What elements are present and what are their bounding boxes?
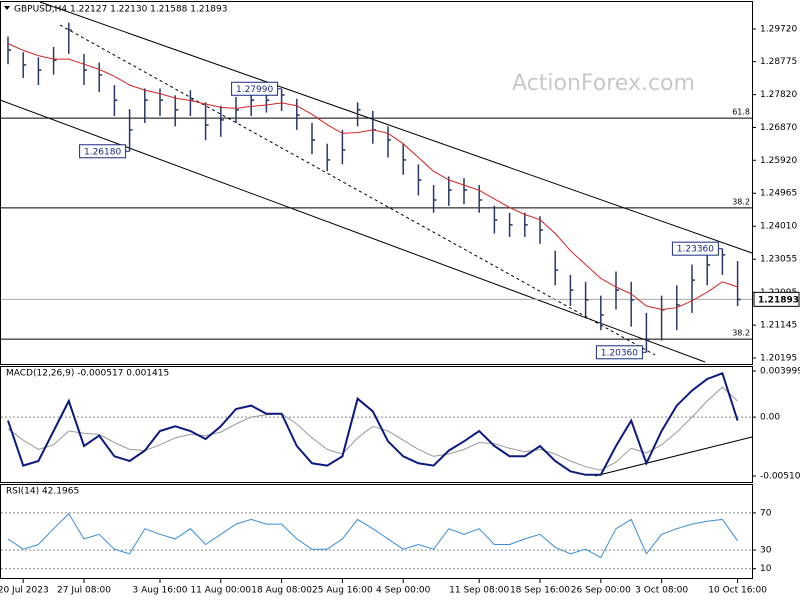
last-price-box xyxy=(753,291,800,307)
level-label: 38.2 xyxy=(732,329,750,338)
x-tick-label: 27 Jul 08:00 xyxy=(57,586,111,596)
x-tick-label: 3 Aug 16:00 xyxy=(133,586,188,596)
last-price-label: 1.21893 xyxy=(758,295,799,305)
y-tick-label: -0.005103 xyxy=(760,471,800,481)
y-tick-label: 10 xyxy=(760,564,772,574)
x-tick-label: 20 Jul 2023 xyxy=(0,586,49,596)
indicator-line xyxy=(7,386,738,471)
menu-arrow xyxy=(4,6,10,10)
y-tick-label: 1.21145 xyxy=(760,321,797,331)
x-tick-label: 26 Sep 00:00 xyxy=(571,586,631,596)
macd-panel xyxy=(0,366,753,483)
y-tick-label: 1.24965 xyxy=(760,189,797,199)
y-tick-label: 1.25920 xyxy=(760,156,797,166)
price-label: 1.23360 xyxy=(677,245,714,255)
y-tick-label: 30 xyxy=(760,546,772,556)
y-tick-label: 0.00 xyxy=(760,413,780,423)
level-label: 38.2 xyxy=(732,197,750,206)
moving-average xyxy=(7,43,738,311)
watermark: ActionForex.com xyxy=(512,71,695,96)
level-label: 61.8 xyxy=(732,108,750,117)
x-tick-label: 3 Oct 08:00 xyxy=(635,586,688,596)
macd-title: MACD(12,26,9) -0.000517 0.001415 xyxy=(6,369,169,379)
y-tick-label: 1.29720 xyxy=(760,25,797,35)
y-tick-label: 1.27820 xyxy=(760,90,797,100)
x-tick-label: 18 Sep 16:00 xyxy=(510,586,570,596)
x-tick-label: 11 Aug 00:00 xyxy=(190,586,251,596)
price-label: 1.20360 xyxy=(601,348,638,358)
rsi-panel xyxy=(0,484,753,579)
price-label: 1.27990 xyxy=(236,85,273,95)
x-tick-label: 25 Aug 16:00 xyxy=(312,586,373,596)
price-title: GBPUSD,H4 1.22127 1.22130 1.21588 1.2189… xyxy=(14,5,227,15)
y-tick-label: 1.28775 xyxy=(760,57,797,67)
rsi-title: RSI(14) 42.1965 xyxy=(6,487,79,497)
channel-dotted xyxy=(59,24,656,356)
price-panel xyxy=(0,1,753,365)
x-tick-label: 10 Oct 16:00 xyxy=(708,586,767,596)
channel-upper xyxy=(39,1,753,254)
y-tick-label: 1.24010 xyxy=(760,222,797,232)
y-tick-label: 1.20195 xyxy=(760,353,797,363)
indicator-line xyxy=(7,513,739,559)
channel-lower xyxy=(0,99,706,363)
price-label: 1.26180 xyxy=(84,147,121,157)
y-tick-label: 0.003999 xyxy=(760,366,800,376)
x-tick-label: 11 Sep 08:00 xyxy=(449,586,509,596)
x-tick-label: 4 Sep 00:00 xyxy=(376,586,431,596)
y-tick-label: 70 xyxy=(760,508,772,518)
macd-trendline xyxy=(594,436,753,477)
indicator-line xyxy=(7,371,739,476)
y-tick-label: 1.23055 xyxy=(760,255,797,265)
x-tick-label: 18 Aug 08:00 xyxy=(251,586,312,596)
y-tick-label: 1.26870 xyxy=(760,123,797,133)
